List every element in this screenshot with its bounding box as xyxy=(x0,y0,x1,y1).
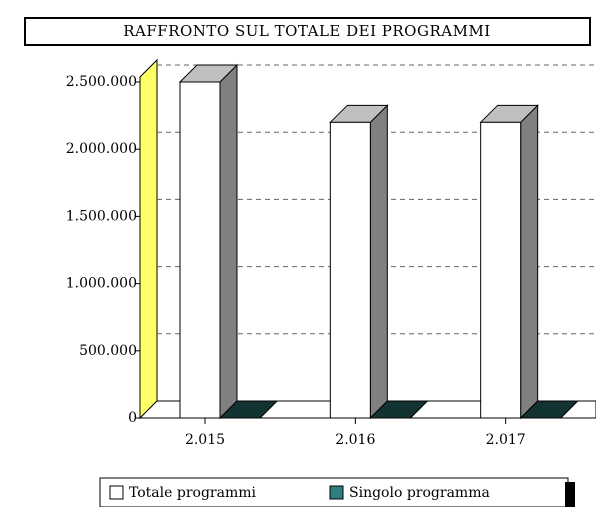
x-tick-label: 2.016 xyxy=(335,432,375,448)
legend-label: Singolo programma xyxy=(349,485,490,501)
bar xyxy=(369,400,429,419)
chart-title: RAFFRONTO SUL TOTALE DEI PROGRAMMI xyxy=(123,22,490,40)
bar-face xyxy=(369,400,429,419)
legend-shadow xyxy=(565,482,575,507)
y-tick-label: 1.000.000 xyxy=(66,276,137,292)
x-tick-label: 2.017 xyxy=(486,432,526,448)
bar-face xyxy=(219,63,238,420)
bar-face xyxy=(480,121,522,419)
y-tick-label: 1.500.000 xyxy=(66,208,137,224)
legend-swatch xyxy=(329,485,344,500)
bar xyxy=(519,400,579,419)
legend-swatch xyxy=(109,485,124,500)
bar-face xyxy=(329,121,371,419)
side-wall xyxy=(139,58,158,420)
bar-face xyxy=(519,400,579,419)
y-tick-label: 0 xyxy=(128,410,137,426)
bar xyxy=(178,63,239,420)
bar-face xyxy=(179,81,221,419)
bar-face xyxy=(369,104,388,420)
y-tick-label: 2.000.000 xyxy=(66,141,137,157)
bar-face xyxy=(520,104,539,420)
legend-label: Totale programmi xyxy=(129,485,257,501)
bar xyxy=(479,104,539,420)
bar-face xyxy=(218,400,279,419)
y-tick-label: 2.500.000 xyxy=(66,74,137,90)
y-tick-label: 500.000 xyxy=(79,343,137,359)
bar xyxy=(329,104,389,420)
bar xyxy=(218,400,279,419)
x-tick-label: 2.015 xyxy=(185,432,225,448)
title-box xyxy=(24,17,591,46)
